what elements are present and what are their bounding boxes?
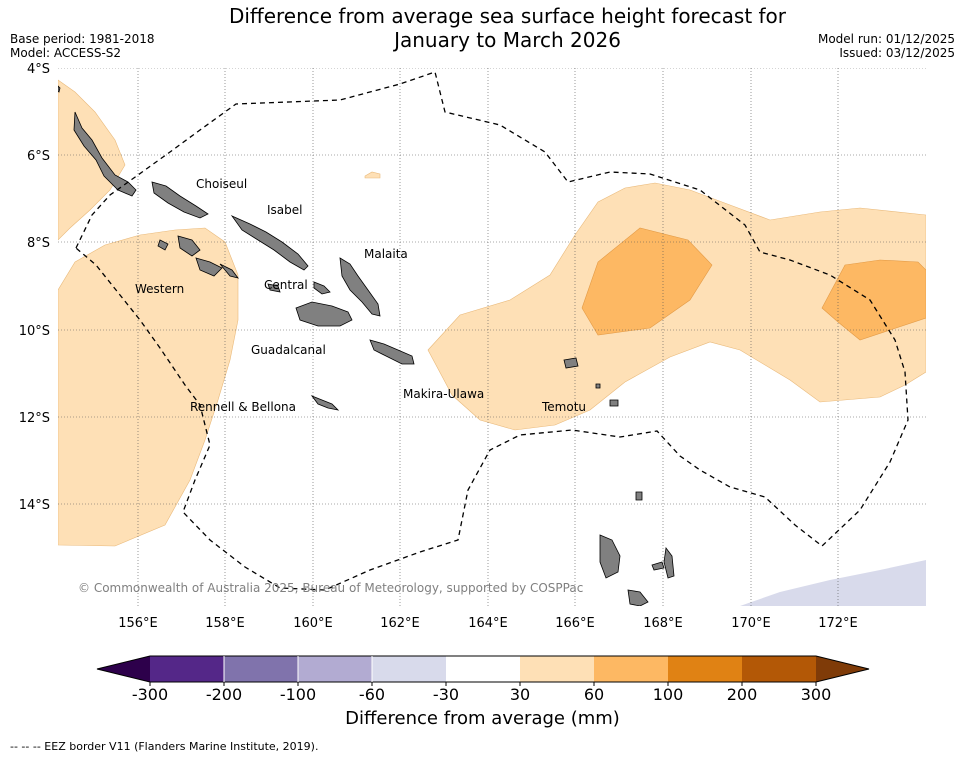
guadalcanal-island xyxy=(295,301,353,327)
vanikoro-island xyxy=(609,399,619,407)
florida-islands xyxy=(313,281,331,295)
label-central: Central xyxy=(264,278,308,292)
colorbar-extend-low xyxy=(97,656,150,682)
lon-label: 162°E xyxy=(380,616,420,631)
eez-footnote: -- -- -- EEZ border V11 (Flanders Marine… xyxy=(10,740,319,753)
banks-islands xyxy=(635,491,643,501)
label-malaita: Malaita xyxy=(364,247,408,261)
anomaly-region-east-core xyxy=(581,227,713,336)
anomaly-region-west xyxy=(58,227,239,547)
label-western: Western xyxy=(135,282,184,296)
utupua-island xyxy=(595,383,601,389)
colorbar-tick-label: 300 xyxy=(801,685,832,704)
colorbar-tick-label: 200 xyxy=(727,685,758,704)
colorbar-tick-label: 60 xyxy=(584,685,604,704)
anomaly-region-far-east-core xyxy=(821,259,926,341)
lon-label: 170°E xyxy=(731,616,771,631)
colorbar-tick-label: -60 xyxy=(359,685,385,704)
base-period: Base period: 1981-2018 xyxy=(10,32,155,46)
issued-date: Issued: 03/12/2025 xyxy=(839,46,955,60)
colorbar-tick-labels: -300 -200 -100 -60 -30 30 60 100 200 300 xyxy=(132,685,831,704)
base-info: Base period: 1981-2018 Model: ACCESS-S2 xyxy=(10,32,155,60)
eez-border xyxy=(75,71,909,591)
label-makira-ulawa: Makira-Ulawa xyxy=(403,387,484,401)
colorbar-segment xyxy=(298,656,372,682)
santa-cruz-island xyxy=(563,357,579,369)
new-georgia-island xyxy=(177,235,201,257)
forecast-map: Choiseul Isabel Malaita Western Central … xyxy=(19,62,926,704)
colorbar-segment xyxy=(150,656,224,682)
colorbar-dividers xyxy=(223,656,373,682)
malakula-island xyxy=(627,589,649,606)
russell-islands xyxy=(267,283,281,293)
anomaly-region-southeast-negative xyxy=(740,560,926,606)
label-isabel: Isabel xyxy=(267,203,302,217)
choiseul-island xyxy=(151,181,209,219)
colorbar-title: Difference from average (mm) xyxy=(345,708,620,729)
lat-label: 10°S xyxy=(19,324,50,339)
label-rennell-bellona: Rennell & Bellona xyxy=(190,400,296,414)
lon-label: 168°E xyxy=(643,616,683,631)
lat-label: 6°S xyxy=(27,149,50,164)
colorbar-tick-label: -100 xyxy=(280,685,316,704)
colorbar-tick-label: -300 xyxy=(132,685,168,704)
lon-label: 160°E xyxy=(293,616,333,631)
lon-label: 164°E xyxy=(468,616,508,631)
western-islet xyxy=(58,85,61,93)
colorbar-extend-high xyxy=(816,656,869,682)
colorbar-tick-label: -200 xyxy=(206,685,242,704)
run-info: Model run: 01/12/2025 Issued: 03/12/2025 xyxy=(818,32,955,60)
label-choiseul: Choiseul xyxy=(196,177,247,191)
colorbar-tick-label: -30 xyxy=(433,685,459,704)
kolombangara-island xyxy=(195,257,223,277)
colorbar-ticks xyxy=(149,682,817,686)
map-body: Choiseul Isabel Malaita Western Central … xyxy=(58,68,926,606)
colorbar: -300 -200 -100 -60 -30 30 60 100 200 300 xyxy=(96,655,870,704)
place-labels: Choiseul Isabel Malaita Western Central … xyxy=(135,177,586,414)
lat-label: 12°S xyxy=(19,411,50,426)
label-temotu: Temotu xyxy=(541,400,586,414)
longitude-labels: 156°E 158°E 160°E 162°E 164°E 166°E 168°… xyxy=(118,616,858,631)
lon-label: 156°E xyxy=(118,616,158,631)
chart-title: Difference from average sea surface heig… xyxy=(0,4,965,52)
ambae-island xyxy=(651,561,665,571)
anomaly-30-60 xyxy=(58,79,926,547)
vella-lavella-island xyxy=(157,239,169,251)
copyright-notice: © Commonwealth of Australia 2025, Bureau… xyxy=(78,581,583,595)
colorbar-segment xyxy=(742,656,816,682)
islands xyxy=(58,85,675,606)
colorbar-segment xyxy=(668,656,742,682)
colorbar-segment xyxy=(372,656,446,682)
model-name: Model: ACCESS-S2 xyxy=(10,46,122,60)
espiritu-santo-island xyxy=(599,534,621,579)
lat-label: 8°S xyxy=(27,236,50,251)
rennell-island xyxy=(310,395,340,411)
colorbar-tick-label: 30 xyxy=(510,685,530,704)
lon-label: 158°E xyxy=(205,616,245,631)
title-line-1: Difference from average sea surface heig… xyxy=(228,4,787,28)
anomaly-region-west-north xyxy=(58,79,126,241)
lat-label: 4°S xyxy=(27,62,50,77)
label-guadalcanal: Guadalcanal xyxy=(251,343,326,357)
lon-label: 172°E xyxy=(818,616,858,631)
anomaly-60-100 xyxy=(581,227,926,341)
anomaly-region-small xyxy=(364,171,381,179)
rendova-island xyxy=(219,263,239,279)
latitude-labels: 4°S 6°S 8°S 10°S 12°S 14°S xyxy=(19,62,50,513)
colorbar-segment xyxy=(446,656,520,682)
colorbar-segment xyxy=(594,656,668,682)
model-run: Model run: 01/12/2025 xyxy=(817,32,955,46)
lat-label: 14°S xyxy=(19,498,50,513)
isabel-island xyxy=(230,215,309,271)
makira-island xyxy=(369,339,415,365)
pentecost-island xyxy=(663,546,675,579)
graticule xyxy=(58,68,926,606)
colorbar-segment xyxy=(520,656,594,682)
bougainville-island xyxy=(73,111,137,197)
malaita-island xyxy=(339,257,381,317)
title-line-2: January to March 2026 xyxy=(394,28,621,52)
colorbar-tick-label: 100 xyxy=(653,685,684,704)
colorbar-segment xyxy=(224,656,298,682)
lon-label: 166°E xyxy=(555,616,595,631)
